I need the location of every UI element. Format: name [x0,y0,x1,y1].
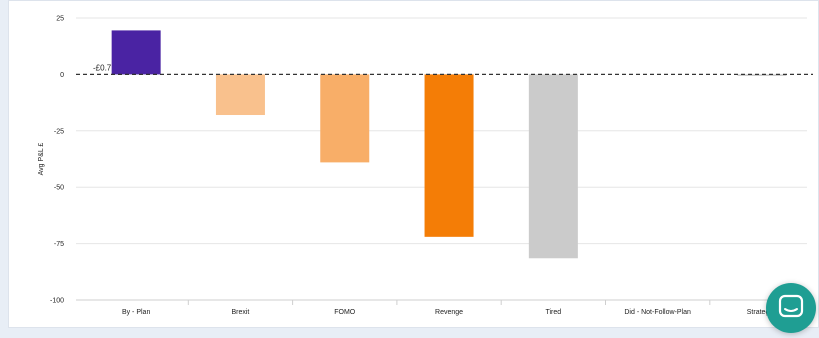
x-tick-label: Strategy - [747,309,778,316]
chat-bubble-icon [778,294,804,318]
data-label-annotation: -£0.7 [93,63,112,72]
chart-card: 25 0 -25 -50 -75 -100 Avg P&L £ By - Plan Brexit… [8,0,819,328]
bar-strategy[interactable] [737,74,787,76]
chat-launcher-button[interactable] [766,283,816,333]
y-tick-label: -25 [54,128,64,135]
bar-fomo[interactable] [320,74,370,163]
y-axis-title: Avg P&L £ [38,143,45,176]
y-tick-label: 0 [60,72,64,79]
bar-by-plan[interactable] [111,30,161,75]
x-tick-label: Brexit [231,309,249,316]
y-tick-label: -50 [54,185,64,192]
x-tick-label: By - Plan [122,309,151,316]
x-tick-label: Did - Not-Follow-Plan [624,309,691,316]
bar-tired[interactable] [528,74,578,259]
pnl-bar-chart: 25 0 -25 -50 -75 -100 Avg P&L £ By - Plan Brexit… [38,16,813,316]
y-tick-label: -100 [50,298,64,305]
y-tick-label: 25 [56,16,64,23]
bar-brexit[interactable] [215,74,265,116]
x-tick-label: Tired [545,309,561,316]
x-tick-label: Revenge [435,309,463,316]
bar-revenge[interactable] [424,74,474,237]
x-tick-label: FOMO [334,309,356,316]
y-tick-label: -75 [54,241,64,248]
